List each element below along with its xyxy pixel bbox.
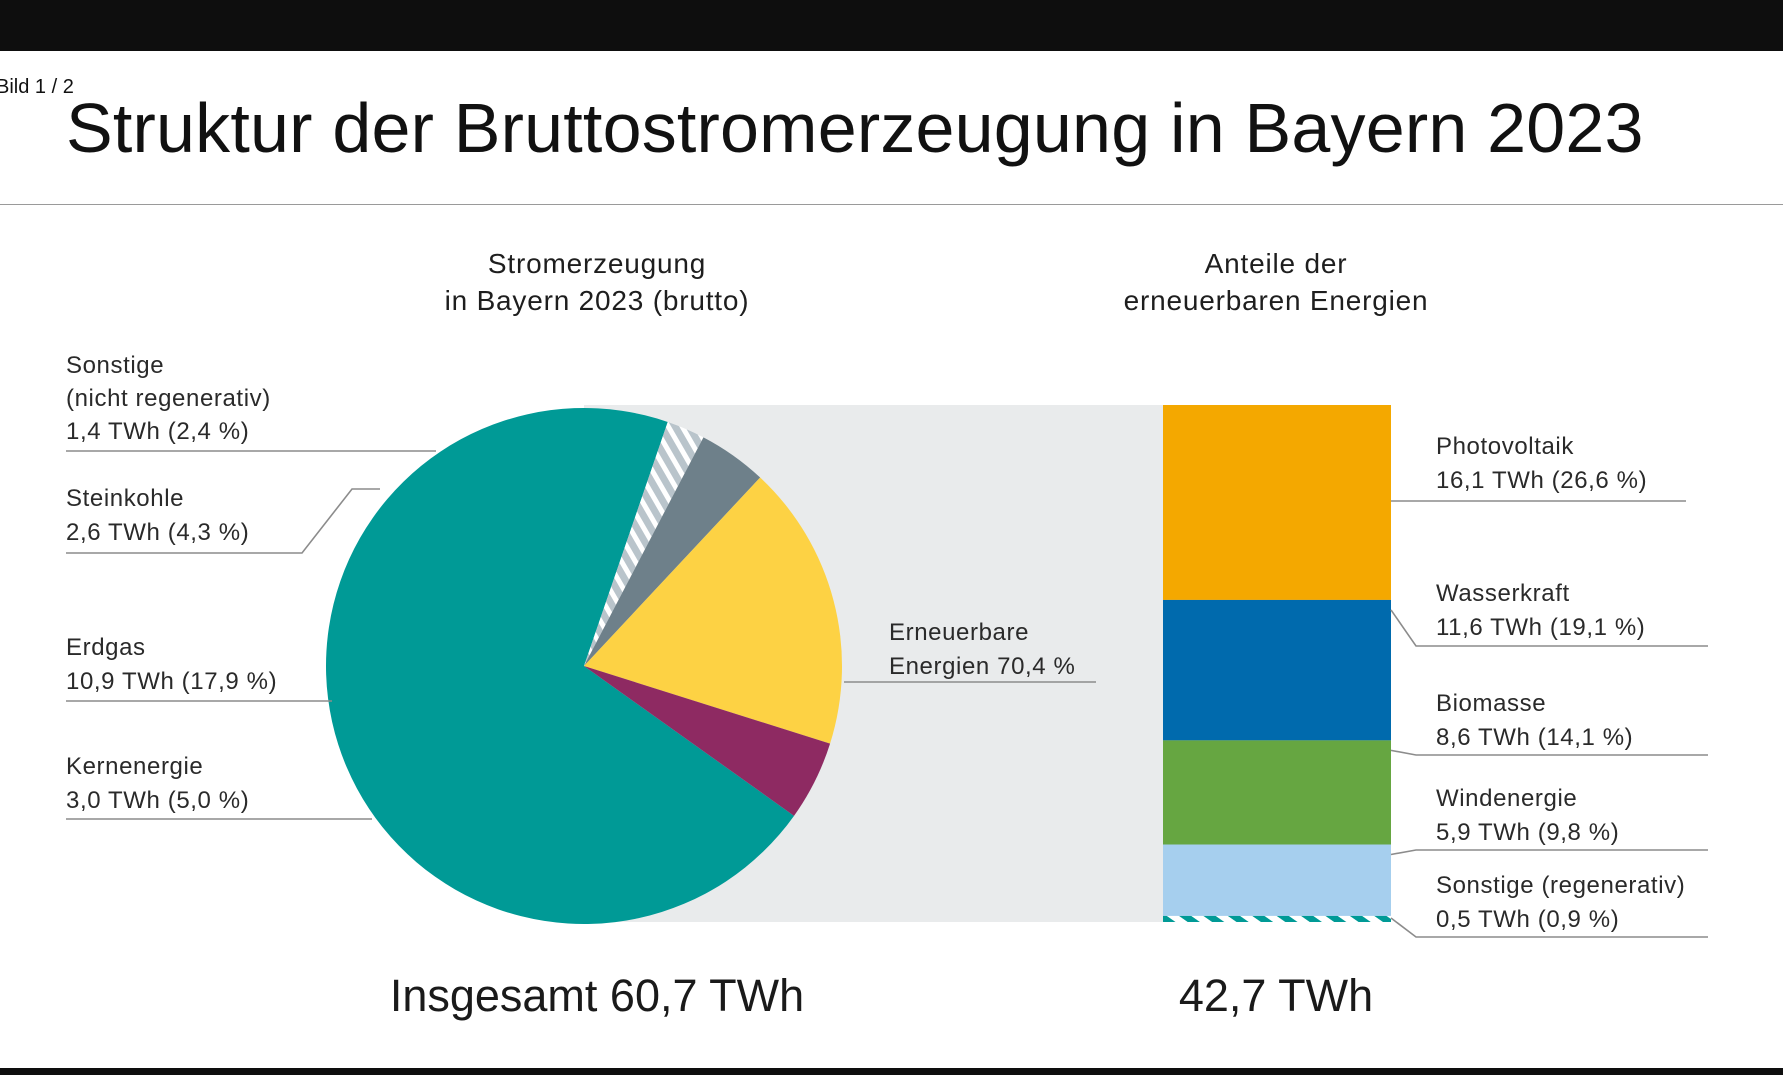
pie-label-sonstige-nicht-regenerativ: Sonstige (nicht regenerativ) 1,4 TWh (2,4 …: [66, 352, 271, 445]
bar-label-windenergie: Windenergie 5,9 TWh (9,8 %): [1436, 785, 1619, 846]
leader-line: [66, 488, 380, 554]
viewer-top-bar: [0, 0, 1783, 51]
image-counter: Bild 1 / 2: [0, 76, 74, 98]
bar-label-photovoltaik: Photovoltaik 16,1 TWh (26,6 %): [1436, 433, 1647, 494]
bar-total: 42,7 TWh: [1179, 970, 1373, 1021]
bar-heading: Anteile der erneuerbaren Energien: [1124, 248, 1429, 316]
pie-slice-steinkohle: [584, 437, 761, 666]
pie-label-kernenergie: Kernenergie 3,0 TWh (5,0 %): [66, 753, 249, 814]
pie-slice-erneuerbare-energien: [325, 407, 795, 924]
pie-total: Insgesamt 60,7 TWh: [390, 970, 804, 1021]
bar-segment-sonstige-regenerativ: [1163, 915, 1391, 922]
pie-heading: Stromerzeugung in Bayern 2023 (brutto): [445, 248, 750, 316]
pie-label-erneuerbare-energien: Erneuerbare Energien 70,4 %: [889, 619, 1075, 680]
pie-slice-erdgas: [584, 477, 842, 744]
energy-chart: Erneuerbare Energien 70,4 % Sonstige (nicht…: [66, 248, 1708, 1021]
leader-line: [1390, 609, 1708, 647]
bar-label-wasserkraft: Wasserkraft 11,6 TWh (19,1 %): [1436, 580, 1645, 641]
bar-segment-wasserkraft: [1163, 599, 1391, 741]
bar-segment-photovoltaik: [1163, 405, 1391, 600]
pie-label-erdgas: Erdgas 10,9 TWh (17,9 %): [66, 634, 277, 695]
leader-line: [1390, 917, 1708, 938]
pie-slice-sonstige-nicht-regenerativ: [584, 421, 704, 666]
leader-line: [1390, 749, 1708, 756]
bar-label-sonstige-regenerativ: Sonstige (regenerativ) 0,5 TWh (0,9 %): [1436, 872, 1685, 933]
pie-slice-kernenergie: [584, 666, 831, 816]
bar-segment-windenergie: [1163, 844, 1391, 916]
title-divider: [0, 204, 1783, 205]
pie-label-steinkohle: Steinkohle 2,6 TWh (4,3 %): [66, 485, 249, 546]
bar-label-biomasse: Biomasse 8,6 TWh (14,1 %): [1436, 690, 1633, 751]
page-title: Struktur der Bruttostromerzeugung in Bay…: [66, 89, 1644, 167]
leader-line: [1390, 849, 1708, 856]
viewer-bottom-bar: [0, 1068, 1783, 1075]
bar-segment-biomasse: [1163, 740, 1391, 845]
